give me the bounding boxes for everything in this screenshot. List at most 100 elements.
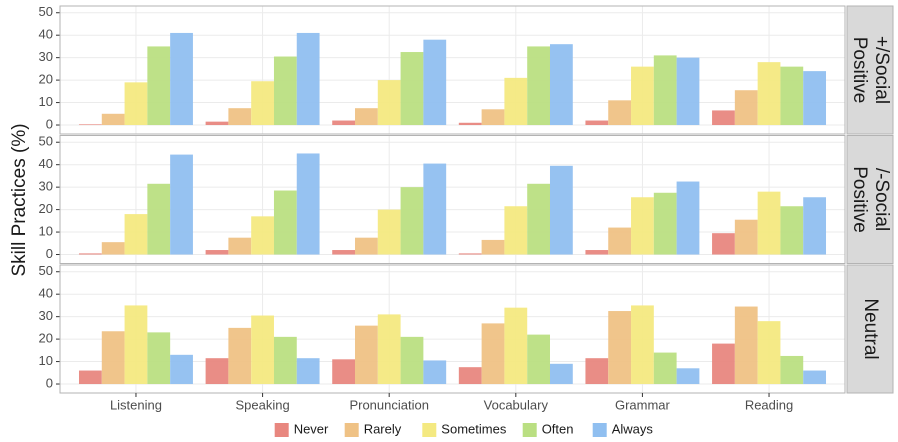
bar <box>803 197 827 255</box>
panel-border <box>59 135 846 264</box>
legend-label: Never <box>294 421 329 436</box>
bar <box>101 113 125 126</box>
bar <box>332 359 356 385</box>
bar <box>170 354 193 385</box>
panel-border <box>59 5 846 135</box>
bar <box>355 108 378 126</box>
bar <box>78 253 102 255</box>
bar <box>549 44 573 126</box>
bar <box>757 62 781 126</box>
bar <box>101 242 125 255</box>
strip-label: Positive <box>849 166 870 233</box>
bar <box>585 250 609 255</box>
y-tick-label: 30 <box>39 49 53 64</box>
bar <box>458 253 482 255</box>
y-tick-label: 0 <box>46 246 53 261</box>
y-tick-label: 40 <box>39 27 53 42</box>
bar <box>377 80 401 126</box>
bar <box>228 108 252 126</box>
strip-label: +/Social <box>871 36 892 104</box>
legend-label: Sometimes <box>441 421 507 436</box>
bar <box>400 336 424 385</box>
bar <box>734 219 758 255</box>
bar <box>653 192 677 255</box>
bar <box>481 109 505 126</box>
bar <box>734 90 758 126</box>
bar <box>332 120 356 126</box>
bar <box>296 358 320 385</box>
bar <box>78 370 102 385</box>
bar <box>251 216 274 255</box>
legend-label: Always <box>612 421 654 436</box>
x-tick-label: Speaking <box>235 397 289 412</box>
strip-background <box>846 135 894 264</box>
strip: Positive +/Social <box>846 5 894 135</box>
bar <box>423 360 447 385</box>
bar <box>803 370 827 385</box>
bar <box>608 227 632 255</box>
bar <box>147 332 171 385</box>
bar <box>147 183 171 255</box>
bar <box>296 32 320 126</box>
y-tick-label: 50 <box>39 4 53 19</box>
y-tick-label: 20 <box>39 72 53 87</box>
legend-swatch <box>422 423 437 437</box>
y-tick-label: 40 <box>39 156 53 171</box>
y-tick-label: 20 <box>39 331 53 346</box>
y-tick-label: 0 <box>46 116 53 131</box>
bar <box>400 187 424 255</box>
bar <box>228 237 252 255</box>
bar <box>676 181 700 255</box>
legend-swatch <box>522 423 537 437</box>
bar <box>147 46 171 126</box>
bar <box>780 206 804 255</box>
bar <box>332 250 356 255</box>
y-tick-label: 0 <box>46 375 53 390</box>
bar <box>653 55 677 126</box>
bar <box>504 206 528 255</box>
x-tick-label: Listening <box>110 397 162 412</box>
y-tick-label: 40 <box>39 286 53 301</box>
bar <box>400 52 424 126</box>
bar <box>676 368 700 385</box>
y-tick-label: 50 <box>39 134 53 149</box>
bar <box>712 110 735 126</box>
bar <box>205 358 229 385</box>
bar <box>251 81 274 126</box>
bar <box>423 39 447 126</box>
bar <box>170 154 193 255</box>
bar <box>653 352 677 385</box>
x-tick-label: Pronunciation <box>349 397 429 412</box>
bar <box>780 355 804 385</box>
y-tick-label: 50 <box>39 263 53 278</box>
bar <box>757 191 781 255</box>
bar <box>527 46 550 126</box>
y-tick-label: 20 <box>39 201 53 216</box>
bar <box>101 331 125 385</box>
bar <box>273 336 297 385</box>
bar <box>527 334 550 385</box>
bar <box>481 239 505 255</box>
bar <box>631 197 654 255</box>
strip-label: Neutral <box>860 298 881 359</box>
bar <box>504 307 528 385</box>
y-tick-label: 30 <box>39 308 53 323</box>
bar <box>205 250 229 255</box>
bar <box>712 343 735 385</box>
x-tick-label: Grammar <box>615 397 671 412</box>
y-tick-label: 10 <box>39 223 53 238</box>
bar <box>170 32 193 126</box>
y-tick-label: 30 <box>39 179 53 194</box>
bar <box>273 56 297 126</box>
bar <box>608 311 632 385</box>
bar <box>757 321 781 385</box>
strip: Neutral <box>846 264 894 394</box>
bar <box>124 214 148 255</box>
bar <box>78 124 102 126</box>
strip-background <box>846 5 894 135</box>
bar <box>296 153 320 255</box>
strip-background <box>846 264 894 394</box>
y-tick-label: 10 <box>39 94 53 109</box>
bar <box>712 233 735 255</box>
